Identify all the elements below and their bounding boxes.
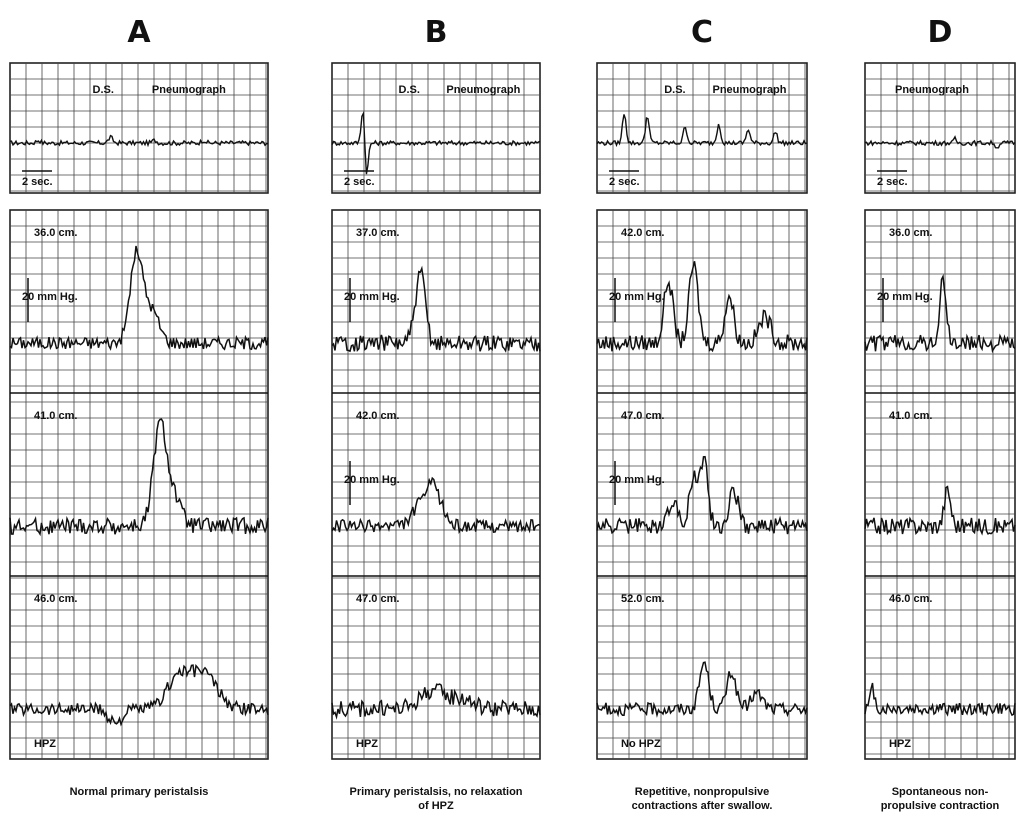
channel-label: 41.0 cm. [34,410,77,422]
channel-label: 36.0 cm. [889,227,932,239]
pressure-scale-label: 20 mm Hg. [877,291,933,303]
channel-label: 42.0 cm. [356,410,399,422]
pressure-trace [864,682,1016,717]
pressure-trace [9,418,269,537]
pressure-trace [331,476,541,534]
pneumograph-label: Pneumograph [152,84,226,96]
panel-caption: Primary peristalsis, no relaxation [349,786,522,798]
hpz-label: HPZ [34,738,56,750]
pressure-trace [596,261,808,353]
pressure-scale-label: 20 mm Hg. [22,291,78,303]
ds-label: D.S. [664,84,685,96]
panel-b: B D.S. Pneumograph 2 sec. 37.0 cm. 20 mm Hg. 4… [331,15,541,812]
panel-letter: B [425,15,448,50]
time-scale-label: 2 sec. [609,176,640,188]
channel-label: 47.0 cm. [621,410,664,422]
pneumograph-trace [9,134,269,148]
channel-label: 52.0 cm. [621,593,664,605]
panel-letter: A [127,15,151,50]
panel-caption: contractions after swallow. [632,800,773,812]
hpz-label: HPZ [889,738,911,750]
panel-caption: Repetitive, nonpropulsive [635,786,769,798]
channel-label: 41.0 cm. [889,410,932,422]
pressure-scale-label: 20 mm Hg. [344,291,400,303]
panel-caption: Spontaneous non- [892,786,989,798]
hpz-label: No HPZ [621,738,661,750]
pressure-trace [9,664,269,727]
channel-label: 46.0 cm. [34,593,77,605]
pressure-scale-label: 20 mm Hg. [609,474,665,486]
panel-caption: Normal primary peristalsis [70,786,209,798]
panel-caption: of HPZ [418,800,454,812]
pressure-trace [596,455,808,535]
time-scale-label: 2 sec. [877,176,908,188]
ds-label: D.S. [399,84,420,96]
time-scale-label: 2 sec. [22,176,53,188]
pressure-trace [596,661,808,718]
pressure-trace [331,265,541,353]
pressure-scale-label: 20 mm Hg. [344,474,400,486]
pneumograph-label: Pneumograph [446,84,520,96]
hpz-label: HPZ [356,738,378,750]
panel-letter: C [691,15,713,50]
channel-label: 36.0 cm. [34,227,77,239]
channel-label: 47.0 cm. [356,593,399,605]
channel-label: 46.0 cm. [889,593,932,605]
panel-a: A D.S. Pneumograph 2 sec. 36.0 cm. 20 mm Hg. 4… [9,15,269,798]
pressure-scale-label: 20 mm Hg. [609,291,665,303]
channel-label: 37.0 cm. [356,227,399,239]
pressure-trace [331,683,541,720]
time-scale-label: 2 sec. [344,176,375,188]
pressure-trace [9,245,269,351]
pneumograph-label: Pneumograph [713,84,787,96]
pneumograph-label: Pneumograph [895,84,969,96]
panel-caption: propulsive contraction [881,800,1000,812]
pneumograph-trace [331,110,541,175]
panel-d: D Pneumograph 2 sec. 36.0 cm. 20 mm Hg. 41.0 … [864,15,1016,812]
panel-letter: D [928,15,953,50]
pneumograph-trace [596,114,808,148]
ds-label: D.S. [93,84,114,96]
pressure-trace [864,485,1016,536]
pressure-trace [864,273,1016,354]
channel-label: 42.0 cm. [621,227,664,239]
pneumograph-trace [864,135,1016,149]
panel-c: C D.S. Pneumograph 2 sec. 42.0 cm. 20 mm Hg. 4… [596,15,808,812]
